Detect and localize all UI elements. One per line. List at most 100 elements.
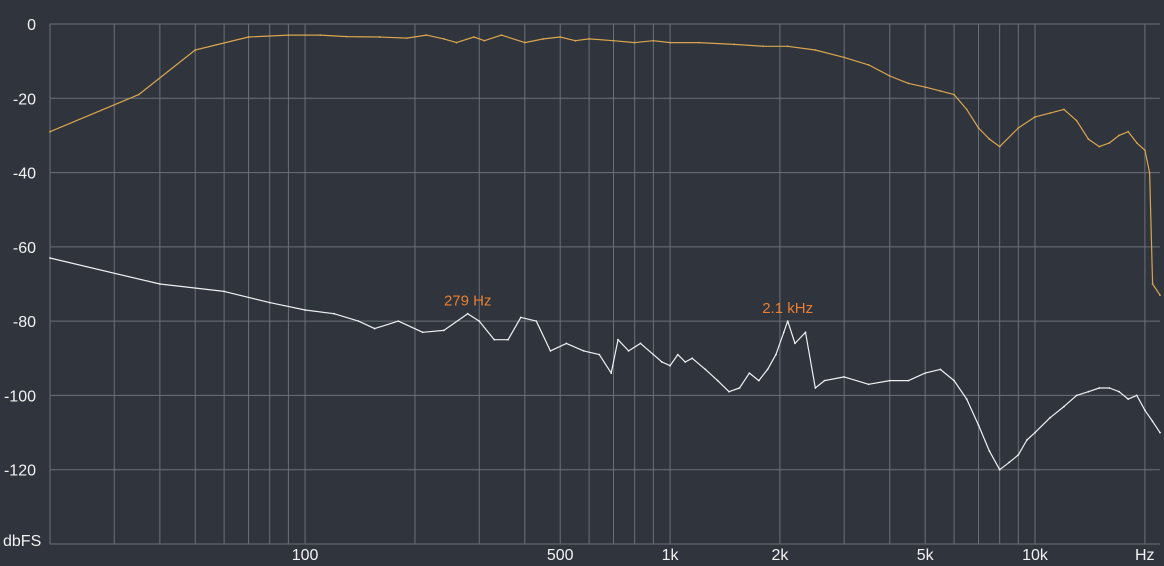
data-point xyxy=(1098,387,1101,389)
data-point xyxy=(814,387,817,389)
data-point xyxy=(733,43,736,46)
data-point xyxy=(617,338,619,341)
data-point xyxy=(676,353,679,356)
y-tick-label: -80 xyxy=(13,314,36,331)
y-tick-label: -60 xyxy=(13,240,36,257)
data-point xyxy=(542,38,545,40)
data-point xyxy=(1049,416,1051,419)
data-point xyxy=(612,39,615,42)
x-tick-label: 10k xyxy=(1022,547,1049,564)
data-point xyxy=(977,127,980,129)
data-point xyxy=(483,39,486,42)
x-tick-label: 2k xyxy=(771,547,789,564)
data-point xyxy=(766,368,769,371)
data-point xyxy=(373,327,376,330)
data-point xyxy=(1118,390,1120,393)
data-point xyxy=(843,376,846,378)
data-point xyxy=(757,379,760,382)
data-point xyxy=(194,49,197,51)
data-point xyxy=(888,379,891,382)
data-point xyxy=(786,320,789,322)
data-point xyxy=(843,56,846,59)
data-point xyxy=(652,353,655,356)
data-point xyxy=(716,379,719,382)
data-point xyxy=(1108,142,1111,144)
data-point xyxy=(786,45,789,48)
data-point xyxy=(610,372,613,374)
data-point xyxy=(1127,398,1130,400)
data-point xyxy=(1151,420,1154,423)
data-point xyxy=(1098,145,1101,148)
data-point xyxy=(794,342,796,345)
data-point xyxy=(287,34,290,36)
data-point xyxy=(357,320,360,322)
data-point xyxy=(1075,394,1078,397)
data-point xyxy=(867,383,870,386)
data-point xyxy=(1017,454,1020,456)
data-point xyxy=(965,398,968,400)
y-tick-label: 0 xyxy=(27,17,36,34)
data-point xyxy=(988,450,991,452)
data-point xyxy=(782,331,785,334)
data-point xyxy=(1087,390,1090,393)
data-point xyxy=(443,38,445,40)
data-point xyxy=(669,41,671,44)
y-axis-label: dbFS xyxy=(3,533,41,550)
data-point xyxy=(49,257,51,259)
data-point xyxy=(473,36,475,38)
data-point xyxy=(523,41,526,44)
x-tick-label: 100 xyxy=(292,547,319,564)
data-point xyxy=(953,93,955,96)
data-point xyxy=(823,379,826,382)
data-point xyxy=(998,145,1001,148)
data-point xyxy=(748,372,751,374)
data-point xyxy=(405,37,408,39)
data-point xyxy=(1159,294,1161,296)
data-point xyxy=(728,390,730,393)
x-axis-label: Hz xyxy=(1135,547,1155,564)
series-layer xyxy=(49,34,1161,471)
data-point xyxy=(345,35,348,38)
data-point xyxy=(762,45,765,48)
data-point xyxy=(953,379,955,382)
data-point xyxy=(988,138,991,141)
data-point xyxy=(304,309,306,311)
annotations: 279 Hz 2.1 kHz xyxy=(444,293,813,317)
data-point xyxy=(1135,142,1138,144)
data-point xyxy=(639,342,642,345)
data-point xyxy=(1118,134,1120,137)
data-point xyxy=(397,320,400,322)
data-point xyxy=(466,312,469,315)
data-point xyxy=(378,36,381,38)
tick-labels: dbFS Hz 0 -20 -40 -60 -80 -100 -120 100 500 1k 2k 5… xyxy=(3,17,1155,564)
data-point xyxy=(333,312,335,315)
data-point xyxy=(159,283,161,285)
data-point xyxy=(519,316,522,319)
data-point xyxy=(223,290,226,293)
data-point xyxy=(804,331,807,334)
data-point xyxy=(888,75,891,77)
data-point xyxy=(867,64,870,66)
grid xyxy=(49,23,1160,545)
data-point xyxy=(924,372,927,374)
data-point xyxy=(507,338,509,341)
data-point xyxy=(669,364,671,367)
x-tick-label: 5k xyxy=(917,547,935,564)
data-point xyxy=(1108,387,1111,389)
x-tick-label: 500 xyxy=(547,547,574,564)
data-point xyxy=(684,361,687,363)
data-point xyxy=(559,36,562,38)
data-point xyxy=(443,329,445,332)
data-point xyxy=(738,387,741,389)
y-tick-label: -40 xyxy=(13,166,36,183)
data-point xyxy=(421,331,424,334)
data-point xyxy=(939,368,942,371)
data-point xyxy=(565,342,568,345)
data-point xyxy=(500,34,503,36)
data-point xyxy=(1151,283,1154,285)
data-point xyxy=(627,350,630,352)
data-point xyxy=(598,353,601,356)
data-point xyxy=(1127,130,1130,133)
